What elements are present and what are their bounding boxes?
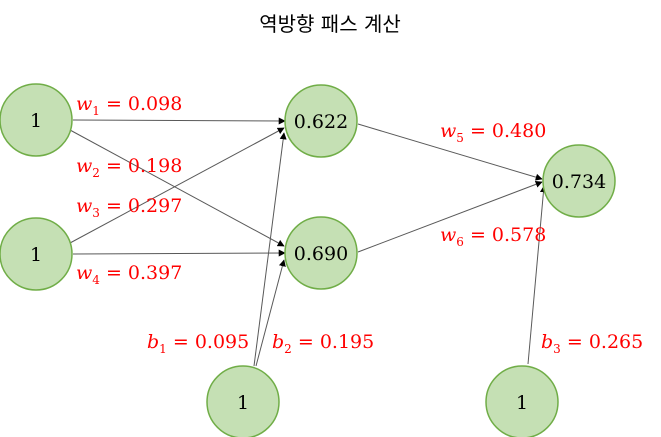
weight-label-w3: w3 = 0.297 (76, 195, 182, 220)
node-bias-hidden-label: 1 (237, 392, 249, 414)
edge-bias-h1 (253, 132, 287, 367)
node-output (542, 144, 616, 218)
edge-in2-h2 (72, 249, 286, 257)
node-bias-hidden (206, 365, 280, 437)
node-input-2-label: 1 (30, 244, 42, 266)
weight-label-w6: w6 = 0.578 (440, 224, 546, 249)
edge-in1-h1 (72, 117, 286, 125)
weight-label-w2: w2 = 0.198 (76, 155, 182, 180)
weight-label-w5: w5 = 0.480 (440, 120, 546, 145)
node-output-label: 0.734 (552, 171, 606, 193)
node-hidden-1-label: 0.622 (294, 111, 348, 133)
edge-in1-h2 (69, 129, 285, 247)
bias-label-b3: b3 = 0.265 (541, 331, 643, 356)
edge-h2-out (357, 180, 543, 253)
node-bias-output-label: 1 (516, 392, 528, 414)
node-hidden-2-label: 0.690 (294, 243, 348, 265)
node-input-2 (0, 217, 73, 291)
node-hidden-1 (284, 84, 358, 158)
edge-h1-out (357, 123, 543, 181)
bias-label-b1: b1 = 0.095 (147, 331, 249, 356)
node-input-1-label: 1 (30, 110, 42, 132)
node-bias-output (485, 365, 559, 437)
edge-bias-out (527, 185, 547, 365)
weight-label-w4: w4 = 0.397 (76, 262, 182, 287)
node-input-1 (0, 83, 73, 157)
bias-label-b2: b2 = 0.195 (272, 331, 374, 356)
edge-in2-h1 (69, 127, 285, 244)
diagram-title: 역방향 패스 계산 (259, 12, 401, 36)
edge-bias-h2 (255, 259, 286, 367)
node-hidden-2 (284, 216, 358, 290)
weight-label-w1: w1 = 0.098 (76, 93, 182, 118)
